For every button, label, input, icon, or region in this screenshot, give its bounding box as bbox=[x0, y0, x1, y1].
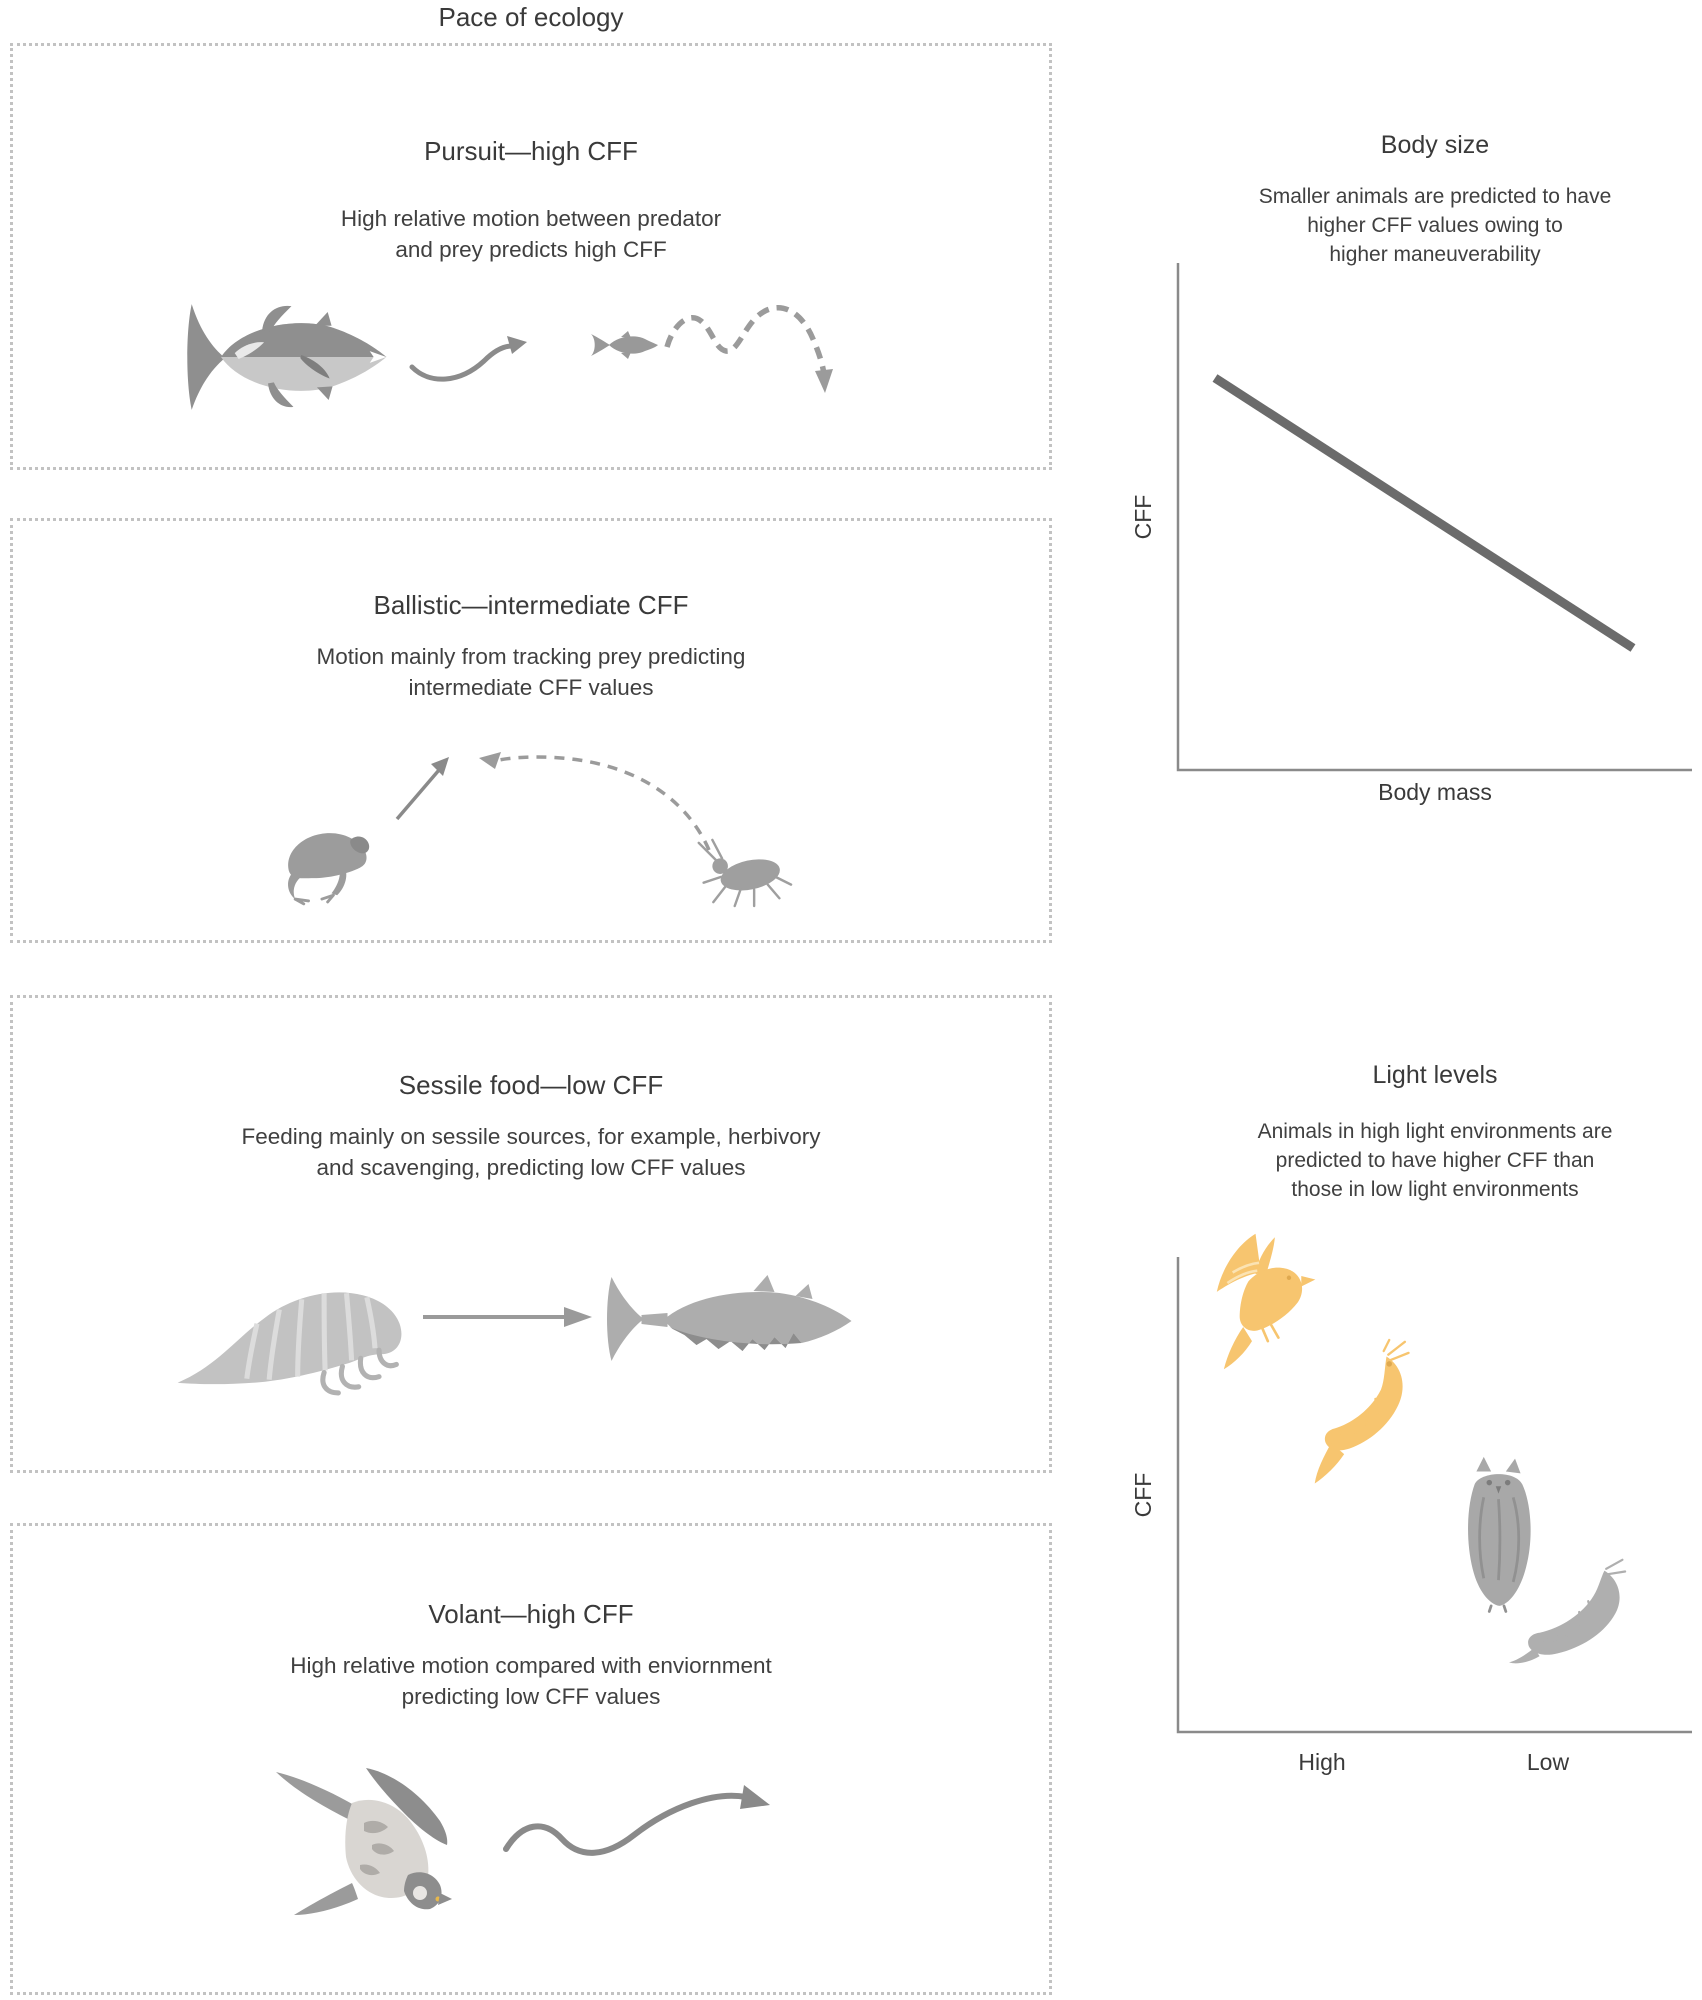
panel-sessile-heading: Sessile food—low CFF bbox=[398, 1070, 664, 1100]
panel-ballistic-heading: Ballistic—intermediate CFF bbox=[373, 590, 689, 620]
subtitle-line: higher CFF values owing to bbox=[1307, 214, 1563, 237]
description-line: and prey predicts high CFF bbox=[395, 237, 667, 262]
description-line: Motion mainly from tracking prey predict… bbox=[316, 644, 746, 669]
axes bbox=[1176, 1257, 1692, 1734]
flight-path-arrow-icon bbox=[503, 1785, 770, 1856]
toad-icon bbox=[288, 833, 370, 906]
description-line: High relative motion compared with envio… bbox=[290, 1653, 772, 1678]
panel-sessile-description: Feeding mainly on sessile sources, for e… bbox=[13, 1121, 1049, 1183]
insect-icon bbox=[697, 838, 793, 908]
panel-pursuit-description: High relative motion between predator an… bbox=[13, 203, 1049, 265]
strike-arrow-icon bbox=[395, 757, 449, 821]
axes bbox=[1176, 263, 1692, 772]
y-axis-label: CFF bbox=[1135, 495, 1156, 540]
krill-high-light-icon bbox=[1314, 1338, 1410, 1484]
description-line: intermediate CFF values bbox=[408, 675, 654, 700]
x-tick-low: Low bbox=[1527, 1749, 1570, 1775]
x-axis-label: Body mass bbox=[1378, 779, 1492, 805]
y-axis-label: CFF bbox=[1135, 1473, 1156, 1518]
amphipod-low-light-icon bbox=[1509, 1558, 1627, 1664]
left-column-title: Pace of ecology bbox=[438, 2, 624, 32]
panel-volant-description: High relative motion compared with envio… bbox=[13, 1650, 1049, 1712]
fish-carcass-icon bbox=[607, 1275, 852, 1361]
panel-pursuit-heading: Pursuit—high CFF bbox=[424, 136, 638, 166]
body-size-chart: Body size Smaller animals are predicted … bbox=[1135, 130, 1702, 830]
songbird-high-light-icon bbox=[1216, 1233, 1316, 1370]
falcon-icon bbox=[276, 1768, 452, 1915]
tuna-icon bbox=[187, 304, 387, 410]
panel-volant: Volant—high CFF High relative motion com… bbox=[10, 1523, 1052, 1995]
body-size-plot: CFF Body mass bbox=[1135, 263, 1692, 805]
panel-sessile: Sessile food—low CFF Feeding mainly on s… bbox=[10, 995, 1052, 1473]
light-levels-plot: CFF High Low bbox=[1135, 1233, 1692, 1775]
escape-path-dashed-arrow-icon bbox=[664, 305, 833, 393]
panel-volant-heading: Volant—high CFF bbox=[428, 1599, 634, 1629]
description-line: and scavenging, predicting low CFF value… bbox=[316, 1155, 746, 1180]
body-size-chart-title: Body size bbox=[1380, 131, 1490, 159]
prey-fish-icon bbox=[591, 331, 658, 359]
description-line: predicting low CFF values bbox=[401, 1684, 661, 1709]
light-levels-chart: Light levels Animals in high light envir… bbox=[1135, 1060, 1702, 1850]
panel-ballistic-description: Motion mainly from tracking prey predict… bbox=[13, 641, 1049, 703]
isopod-scavenger-icon bbox=[177, 1292, 402, 1396]
light-levels-chart-title: Light levels bbox=[1372, 1061, 1498, 1089]
pursuit-arrow-icon bbox=[409, 336, 527, 382]
subtitle-line: those in low light environments bbox=[1291, 1178, 1579, 1201]
body-size-chart-subtitle: Smaller animals are predicted to have hi… bbox=[1135, 182, 1702, 269]
subtitle-line: predicted to have higher CFF than bbox=[1275, 1149, 1595, 1172]
panel-pursuit: Pursuit—high CFF High relative motion be… bbox=[10, 43, 1052, 470]
description-line: Feeding mainly on sessile sources, for e… bbox=[241, 1124, 821, 1149]
subtitle-line: Animals in high light environments are bbox=[1257, 1120, 1613, 1143]
prey-path-dashed-arrow-icon bbox=[479, 752, 711, 851]
subtitle-line: Smaller animals are predicted to have bbox=[1258, 185, 1612, 208]
subtitle-line: higher maneuverability bbox=[1329, 243, 1541, 266]
declining-trend-line bbox=[1212, 374, 1636, 652]
panel-ballistic: Ballistic—intermediate CFF Motion mainly… bbox=[10, 518, 1052, 943]
description-line: High relative motion between predator bbox=[340, 206, 722, 231]
x-tick-high: High bbox=[1298, 1749, 1345, 1775]
owl-low-light-icon bbox=[1468, 1456, 1531, 1613]
light-levels-chart-subtitle: Animals in high light environments are p… bbox=[1135, 1117, 1702, 1204]
feeding-arrow-icon bbox=[423, 1307, 592, 1327]
